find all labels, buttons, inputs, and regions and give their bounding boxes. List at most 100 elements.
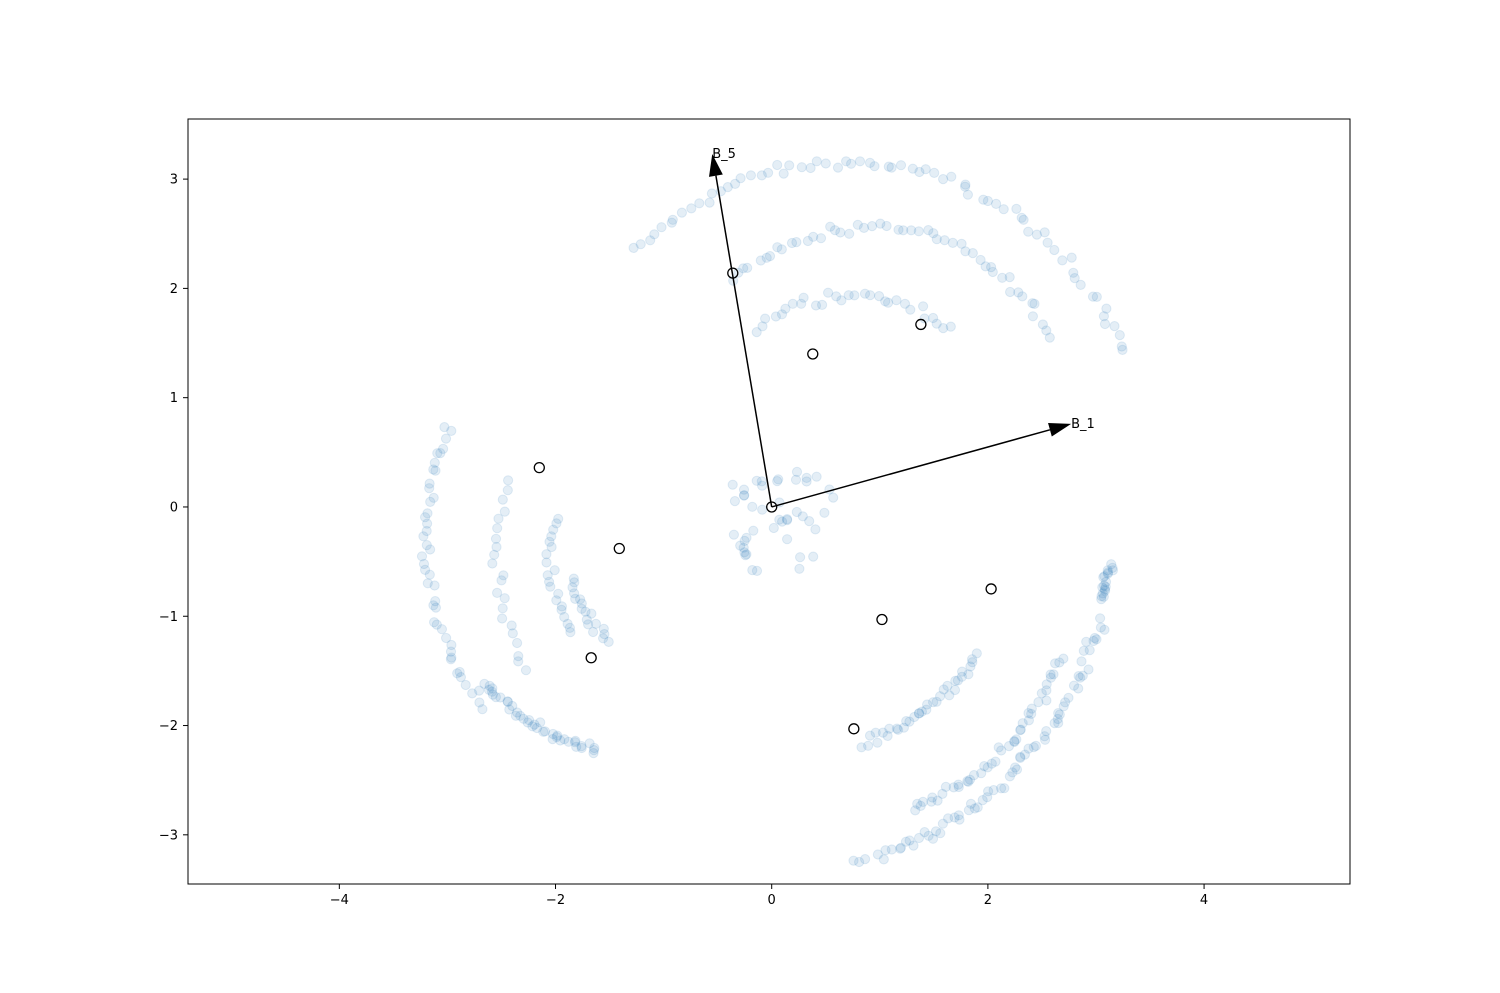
plot-area	[188, 119, 1350, 884]
highlighted-point	[533, 461, 545, 474]
scatter-point	[1100, 585, 1111, 596]
scatter-point	[583, 619, 594, 630]
scatter-point	[586, 608, 597, 619]
scatter-point	[1068, 680, 1080, 691]
scatter-point	[1107, 565, 1119, 576]
scatter-point	[541, 557, 552, 568]
scatter-point	[553, 588, 564, 599]
scatter-point	[454, 666, 465, 678]
scatter-point	[430, 596, 441, 607]
scatter-point	[1019, 749, 1031, 760]
scatter-point	[1003, 741, 1015, 752]
scatter-point	[502, 696, 513, 707]
scatter-point	[1027, 298, 1038, 309]
highlighted-point	[915, 318, 927, 331]
scatter-point	[741, 532, 752, 543]
scatter-point	[987, 266, 998, 278]
scatter-point	[950, 675, 961, 687]
scatter-point	[1096, 591, 1107, 602]
scatter-point	[904, 835, 915, 846]
scatter-point	[1069, 273, 1080, 284]
scatter-point	[944, 690, 955, 701]
scatter-point	[1099, 571, 1110, 582]
scatter-point	[996, 783, 1007, 794]
scatter-point	[1042, 237, 1053, 248]
scatter-point	[982, 792, 993, 803]
scatter-point	[487, 689, 498, 700]
scatter-point	[1100, 581, 1111, 592]
scatter-point	[1091, 634, 1102, 645]
scatter-point	[956, 238, 967, 249]
scatter-point	[603, 636, 614, 648]
scatter-point	[810, 300, 822, 311]
scatter-point	[963, 805, 975, 816]
scatter-point	[1004, 771, 1016, 782]
scatter-point	[428, 492, 439, 503]
scatter-point	[751, 475, 762, 486]
scatter-point	[943, 813, 954, 824]
scatter-point	[756, 476, 767, 487]
scatter-point	[815, 233, 827, 244]
scatter-point	[490, 533, 502, 544]
scatter-point	[930, 826, 942, 837]
scatter-point	[431, 619, 442, 630]
scatter-point	[804, 516, 815, 527]
scatter-point	[645, 235, 656, 246]
scatter-point	[963, 669, 974, 680]
scatter-point	[835, 227, 846, 238]
scatter-point	[1037, 319, 1049, 330]
scatter-point	[553, 513, 564, 525]
scatter-point	[425, 496, 436, 507]
scatter-point	[751, 565, 763, 577]
scatter-point	[445, 654, 456, 665]
scatter-point	[960, 181, 971, 192]
scatter-point	[796, 298, 807, 309]
scatter-point	[998, 204, 1009, 215]
scatter-point	[776, 309, 788, 320]
scatter-point	[942, 680, 953, 692]
scatter-point	[1005, 286, 1016, 298]
scatter-point	[782, 515, 793, 526]
scatter-point	[971, 648, 982, 659]
scatter-point	[495, 692, 506, 703]
scatter-point	[798, 292, 809, 303]
scatter-point	[791, 237, 802, 248]
scatter-point	[895, 842, 907, 853]
scatter-point	[1058, 701, 1069, 712]
scatter-point	[877, 727, 889, 738]
scatter-point	[555, 735, 566, 746]
scatter-point	[563, 736, 574, 747]
scatter-point	[741, 549, 752, 560]
scatter-point	[422, 518, 433, 529]
scatter-point	[581, 614, 592, 625]
scatter-point	[428, 464, 439, 475]
y-tick-label: −2	[159, 719, 178, 734]
scatter-point	[938, 684, 949, 695]
scatter-point	[1073, 671, 1084, 682]
scatter-point	[757, 504, 768, 515]
scatter-point	[1015, 751, 1026, 763]
scatter-point	[1073, 683, 1084, 694]
scatter-point	[588, 745, 600, 756]
scatter-point	[704, 197, 715, 208]
scatter-point	[777, 516, 788, 527]
scatter-point	[1099, 318, 1111, 330]
scatter-point	[1011, 764, 1023, 775]
scatter-point	[497, 494, 508, 505]
scatter-point	[1018, 214, 1029, 225]
scatter-point	[518, 713, 529, 724]
scatter-point	[1060, 697, 1071, 708]
scatter-point	[982, 762, 993, 773]
scatter-point	[780, 303, 791, 314]
scatter-point	[909, 711, 920, 723]
scatter-point	[1033, 697, 1044, 708]
scatter-point	[1114, 330, 1125, 341]
scatter-point	[846, 158, 857, 169]
scatter-point	[576, 598, 587, 609]
x-tick-label: −4	[330, 893, 349, 908]
scatter-point	[929, 167, 940, 178]
scatter-point	[938, 323, 949, 334]
scatter-point	[926, 796, 937, 807]
scatter-point	[483, 684, 494, 695]
scatter-point	[1095, 613, 1106, 624]
